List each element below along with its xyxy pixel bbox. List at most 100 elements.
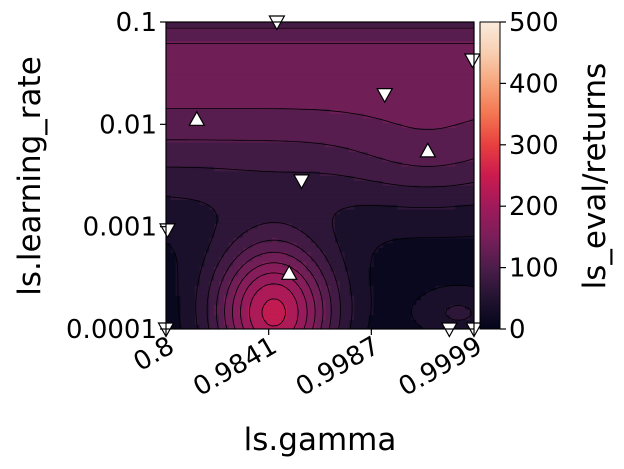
contour-band [166, 98, 474, 105]
contour-band [218, 213, 336, 220]
contour-line [166, 236, 474, 329]
contour-band [166, 122, 474, 129]
contour-fills [166, 22, 474, 329]
contour-band [166, 103, 474, 109]
contour-band [252, 257, 297, 263]
triangle-down-marker [293, 174, 311, 190]
x-tick-label: 0.9841 [188, 331, 282, 402]
contour-band [247, 228, 302, 234]
contour-band [166, 45, 474, 52]
contour-band [363, 113, 474, 119]
contour-line [166, 166, 474, 329]
triangle-down-marker [440, 322, 458, 338]
colorbar-gradient [480, 22, 500, 329]
y-axis-label: ls.learning_rate [12, 56, 48, 296]
x-axis-ticks: 0.8 0.9841 0.9987 0.9999 [129, 329, 488, 403]
contour-band [166, 69, 474, 76]
contour-band [166, 108, 474, 114]
contour-band [166, 36, 474, 42]
contour-band [199, 199, 474, 205]
y-tick-label: 0.001 [83, 213, 157, 243]
contour-band [166, 180, 474, 186]
triangle-up-marker [419, 142, 437, 158]
contour-band [435, 285, 474, 292]
contour-band [329, 108, 474, 114]
contour-band [166, 55, 474, 61]
contour-band [353, 175, 474, 181]
triangle-up-marker [280, 264, 298, 280]
contour-band [166, 22, 474, 28]
contour-band [166, 127, 474, 133]
contour-band [243, 247, 302, 253]
colorbar-tick-label: 400 [509, 69, 559, 99]
colorbar-tick-label: 300 [509, 131, 559, 161]
contour-band [262, 261, 283, 268]
contour-band [449, 305, 465, 311]
contour-band [267, 300, 283, 306]
contour-band [411, 314, 474, 321]
contour-band [166, 161, 474, 167]
contour-band [166, 84, 474, 90]
contour-band [252, 324, 297, 329]
contour-band [166, 65, 474, 71]
contour-band [166, 26, 474, 33]
contour-band [166, 60, 474, 66]
triangle-down-marker [159, 223, 177, 239]
y-tick-label: 0.1 [116, 8, 157, 38]
contour-band [324, 141, 474, 148]
triangle-down-marker [376, 88, 394, 104]
contour-line [166, 27, 474, 329]
contour-band [401, 161, 456, 167]
y-tick-label: 0.01 [99, 110, 157, 140]
y-axis-ticks: 0.1 0.01 0.001 0.0001 [66, 8, 166, 345]
contour-line [261, 298, 286, 327]
contour-band [214, 165, 474, 172]
contour-band [252, 266, 297, 273]
contour-band [252, 295, 297, 301]
contour-band [243, 233, 307, 239]
contour-band [170, 194, 474, 201]
colorbar-frame [479, 21, 501, 330]
contour-band [382, 117, 470, 124]
contour-band [166, 117, 474, 124]
contour-band [252, 242, 297, 249]
contour-line [166, 196, 474, 329]
contour-band [166, 185, 474, 191]
contour-band [166, 189, 474, 196]
contour-band [166, 74, 474, 81]
contour-band [166, 132, 474, 138]
colorbar: 500 400 300 200 100 0 [479, 8, 559, 345]
contour-band [257, 276, 292, 282]
colorbar-tick-label: 0 [509, 315, 526, 345]
contour-band [397, 204, 456, 210]
contour-band [166, 93, 474, 100]
x-axis-label: ls.gamma [244, 422, 397, 458]
contour-band [416, 300, 474, 306]
contour-band [368, 151, 474, 157]
contour-band [382, 180, 474, 186]
contour-band [271, 237, 278, 244]
contour-band [320, 170, 474, 177]
contour-line [240, 272, 308, 329]
x-tick-label: 0.9999 [394, 331, 488, 402]
contour-band [382, 156, 474, 162]
contour-band [214, 209, 340, 215]
contour-band [166, 79, 474, 85]
contour-band [267, 319, 283, 325]
contour-band [262, 252, 287, 258]
contour-line [166, 43, 474, 329]
contour-band [166, 50, 474, 57]
contour-band [449, 314, 470, 321]
contour-line [249, 283, 299, 329]
contour-band [411, 309, 474, 316]
contour-band [262, 314, 287, 321]
contour-band [166, 31, 474, 37]
triangle-down-marker [463, 53, 481, 69]
contour-band [267, 271, 283, 277]
colorbar-tick-label: 200 [509, 192, 559, 222]
x-tick-label: 0.9987 [291, 331, 385, 402]
contour-band [401, 122, 456, 129]
contour-band [421, 295, 474, 301]
triangle-down-marker [268, 15, 286, 31]
